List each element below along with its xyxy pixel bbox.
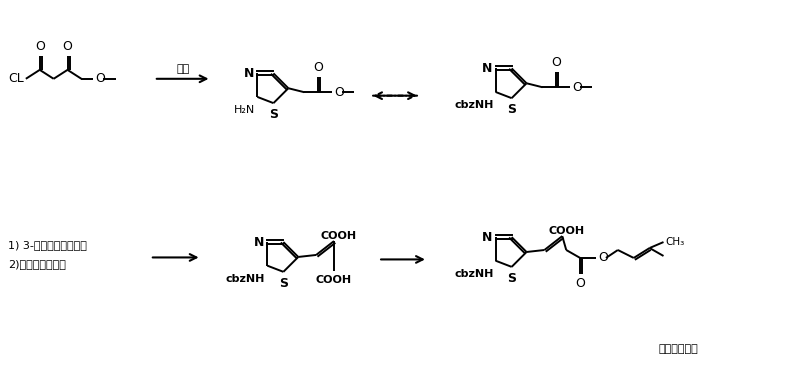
Text: cbzNH: cbzNH: [454, 269, 494, 279]
Text: 硫脲: 硫脲: [176, 64, 190, 74]
Text: S: S: [507, 103, 516, 116]
Text: O: O: [95, 72, 105, 85]
Text: cbzNH: cbzNH: [226, 273, 266, 283]
Text: 头孢布烯侧链: 头孢布烯侧链: [658, 344, 698, 354]
Text: O: O: [62, 40, 73, 53]
Text: COOH: COOH: [316, 275, 352, 285]
Text: S: S: [507, 272, 516, 285]
Text: O: O: [572, 81, 582, 94]
Text: CH₃: CH₃: [666, 237, 685, 247]
Text: 2)氢氧化鑰水溶液: 2)氢氧化鑰水溶液: [8, 259, 66, 269]
Text: O: O: [34, 40, 45, 53]
Text: S: S: [269, 108, 278, 121]
Text: O: O: [334, 86, 344, 99]
Text: CL: CL: [8, 72, 24, 85]
Text: 1) 3-甲氧基丙烯酸甲酯: 1) 3-甲氧基丙烯酸甲酯: [8, 239, 87, 249]
Text: S: S: [279, 277, 288, 290]
Text: COOH: COOH: [320, 231, 356, 241]
Text: H₂N: H₂N: [234, 105, 255, 115]
Text: N: N: [254, 235, 264, 249]
Text: N: N: [482, 62, 493, 75]
Text: cbzNH: cbzNH: [454, 100, 494, 110]
Text: COOH: COOH: [548, 226, 585, 236]
Text: O: O: [551, 56, 562, 69]
Text: N: N: [482, 231, 493, 244]
Text: O: O: [313, 61, 323, 74]
Text: N: N: [244, 67, 254, 80]
Text: O: O: [575, 277, 585, 290]
Text: O: O: [598, 251, 608, 265]
